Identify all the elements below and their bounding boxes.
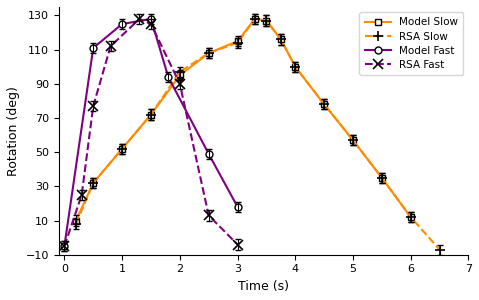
RSA Fast	[137, 17, 142, 21]
Model Slow	[235, 39, 240, 43]
RSA Slow	[235, 41, 240, 45]
Model Slow	[148, 113, 154, 116]
Model Fast	[206, 152, 212, 156]
Model Slow	[177, 74, 182, 77]
RSA Fast	[177, 82, 182, 86]
Line: Model Slow: Model Slow	[72, 15, 414, 224]
RSA Slow	[379, 176, 385, 180]
RSA Slow	[177, 70, 182, 74]
Model Fast	[148, 17, 154, 21]
Model Fast	[119, 22, 125, 26]
RSA Fast	[206, 214, 212, 217]
Model Fast	[235, 205, 240, 209]
RSA Slow	[148, 113, 154, 116]
RSA Slow	[119, 147, 125, 151]
Model Slow	[91, 181, 96, 185]
RSA Slow	[350, 139, 356, 142]
RSA Fast	[91, 104, 96, 108]
RSA Slow	[73, 222, 79, 226]
Model Slow	[119, 147, 125, 151]
Model Slow	[252, 17, 258, 21]
Line: RSA Slow: RSA Slow	[71, 14, 445, 254]
Model Slow	[278, 38, 284, 41]
Model Slow	[206, 51, 212, 55]
RSA Slow	[437, 248, 443, 251]
Model Slow	[408, 215, 414, 219]
RSA Slow	[278, 38, 284, 41]
RSA Slow	[91, 181, 96, 185]
RSA Slow	[321, 103, 327, 106]
Model Slow	[379, 176, 385, 180]
Line: Model Fast: Model Fast	[61, 15, 241, 250]
Model Slow	[73, 219, 79, 222]
RSA Fast	[235, 243, 240, 246]
Model Fast	[165, 75, 171, 79]
Model Slow	[292, 65, 298, 69]
Model Fast	[61, 244, 67, 248]
Line: RSA Fast: RSA Fast	[59, 14, 242, 251]
Y-axis label: Rotation (deg): Rotation (deg)	[7, 86, 20, 176]
Model Slow	[263, 19, 269, 22]
RSA Slow	[252, 17, 258, 21]
RSA Slow	[408, 215, 414, 219]
RSA Fast	[148, 22, 154, 26]
Model Slow	[321, 103, 327, 106]
RSA Fast	[79, 193, 85, 197]
RSA Fast	[108, 44, 114, 48]
RSA Slow	[206, 51, 212, 55]
RSA Slow	[263, 19, 269, 22]
RSA Fast	[61, 244, 67, 248]
Model Fast	[91, 46, 96, 50]
RSA Slow	[292, 65, 298, 69]
Legend: Model Slow, RSA Slow, Model Fast, RSA Fast: Model Slow, RSA Slow, Model Fast, RSA Fa…	[360, 12, 463, 75]
Model Slow	[350, 139, 356, 142]
X-axis label: Time (s): Time (s)	[238, 280, 289, 293]
